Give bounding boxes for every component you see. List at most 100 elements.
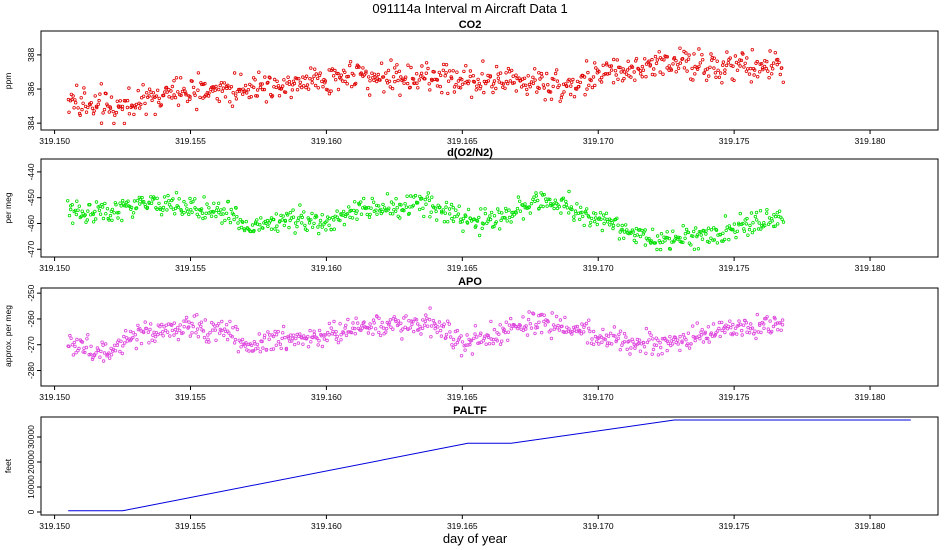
apo-data-point: [257, 332, 261, 336]
apo-data-point: [381, 326, 386, 330]
o2n2-data-point: [275, 224, 279, 228]
o2n2-data-point: [288, 210, 293, 215]
o2n2-data-point: [732, 222, 737, 226]
o2n2-data-point: [217, 210, 221, 215]
apo-data-point: [406, 327, 410, 331]
co2-data-point: [709, 52, 713, 56]
o2n2-data-point: [391, 202, 396, 206]
co2-data-point: [314, 72, 318, 76]
co2-data-point: [194, 107, 199, 112]
co2-data-point: [514, 73, 518, 77]
apo-data-point: [88, 352, 93, 356]
o2n2-data-point: [700, 237, 705, 241]
apo-data-point: [676, 342, 680, 346]
apo-data-point: [169, 323, 174, 327]
o2n2-data-point: [572, 218, 576, 222]
apo-data-point: [481, 339, 485, 343]
co2-data-point: [654, 61, 659, 66]
o2n2-data-point: [706, 226, 711, 230]
co2-data-point: [620, 79, 625, 83]
o2n2-data-point: [580, 210, 584, 214]
co2-data-point: [176, 103, 181, 107]
o2n2-data-point: [226, 199, 230, 204]
o2n2-data-point: [681, 223, 685, 228]
co2-data-point: [428, 88, 432, 92]
o2n2-x-tick-label: 319.175: [719, 263, 750, 273]
o2n2-data-point: [468, 216, 473, 221]
co2-data-point: [533, 78, 537, 82]
co2-data-point: [756, 74, 760, 79]
co2-data-point: [684, 59, 689, 63]
co2-data-point: [474, 88, 478, 92]
o2n2-data-point: [544, 199, 549, 204]
o2n2-data-point: [704, 229, 708, 233]
apo-data-point: [279, 346, 283, 351]
apo-data-point: [409, 319, 414, 323]
co2-data-point: [735, 68, 740, 72]
co2-data-point: [345, 74, 349, 79]
o2n2-data-point: [283, 219, 288, 223]
co2-data-point: [141, 82, 145, 87]
apo-data-point: [412, 329, 416, 334]
co2-data-point: [517, 76, 521, 80]
apo-data-point: [153, 334, 158, 339]
apo-data-point: [732, 331, 736, 335]
o2n2-data-point: [515, 206, 520, 211]
o2n2-data-point: [75, 199, 79, 203]
apo-data-point: [489, 337, 493, 341]
apo-data-point: [249, 343, 254, 347]
apo-data-point: [546, 320, 550, 324]
co2-data-point: [251, 85, 256, 90]
apo-data-point: [366, 331, 371, 335]
co2-data-point: [533, 67, 537, 71]
o2n2-data-point: [599, 217, 603, 221]
o2n2-data-point: [492, 224, 496, 229]
co2-data-point: [525, 87, 529, 92]
co2-data-point: [336, 87, 341, 92]
apo-data-point: [438, 328, 443, 333]
o2n2-data-point: [161, 205, 166, 210]
apo-data-point: [618, 348, 622, 352]
apo-data-point: [228, 319, 232, 324]
apo-data-point: [230, 335, 234, 339]
o2n2-data-point: [720, 239, 724, 243]
o2n2-data-point: [182, 210, 186, 215]
apo-data-point: [699, 333, 704, 337]
apo-data-point: [462, 344, 466, 348]
o2n2-data-point: [305, 228, 309, 233]
o2n2-data-point: [545, 204, 549, 208]
o2n2-data-point: [507, 208, 511, 212]
apo-data-point: [359, 328, 363, 332]
o2n2-data-point: [335, 215, 339, 219]
o2n2-data-point: [748, 223, 752, 228]
o2n2-data-point: [772, 212, 776, 217]
o2n2-data-point: [771, 224, 776, 229]
apo-data-point: [346, 317, 350, 322]
o2n2-data-point: [665, 230, 669, 234]
co2-data-point: [92, 109, 96, 113]
apo-data-point: [506, 338, 510, 342]
o2n2-data-point: [444, 205, 448, 209]
apo-data-point: [224, 323, 229, 327]
apo-y-tick-label: -250: [26, 284, 36, 301]
o2n2-data-point: [131, 211, 136, 215]
co2-data-point: [320, 79, 324, 84]
apo-data-point: [217, 331, 222, 335]
apo-data-point: [339, 333, 343, 337]
co2-data-point: [387, 79, 392, 83]
co2-data-point: [697, 47, 701, 51]
apo-data-point: [309, 340, 313, 344]
o2n2-data-point: [166, 193, 170, 198]
apo-data-point: [378, 333, 383, 338]
apo-data-point: [652, 343, 657, 347]
apo-data-point: [737, 319, 741, 323]
o2n2-data-point: [258, 222, 262, 227]
apo-data-point: [616, 336, 620, 340]
o2n2-data-point: [584, 211, 588, 215]
apo-data-point: [571, 325, 576, 330]
apo-data-point: [274, 333, 279, 337]
o2n2-data-point: [163, 200, 168, 205]
co2-data-point: [262, 87, 267, 92]
apo-data-point: [762, 322, 766, 326]
co2-data-point: [134, 102, 138, 107]
